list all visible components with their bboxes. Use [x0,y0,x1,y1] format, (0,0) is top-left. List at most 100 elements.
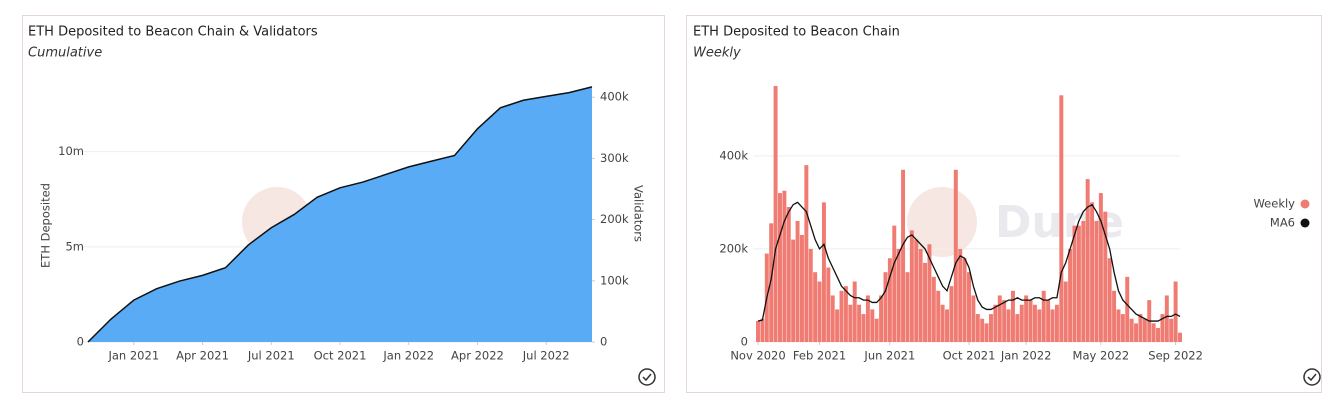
bar [1054,304,1059,342]
bar [905,272,910,342]
area-line [87,86,593,343]
bar [975,314,980,342]
bar [1085,179,1090,342]
y2-tick-label: 100k [600,273,629,287]
x-tick-label: Sep 2022 [1148,349,1203,363]
bar [1138,314,1143,342]
bar [887,258,892,342]
x-tick-label: Jan 2021 [107,349,159,363]
bar [1063,281,1068,342]
bar [756,321,760,342]
check-icon[interactable] [1303,368,1321,386]
bar [1072,225,1077,342]
bar [962,258,967,342]
y-tick-label: 0 [77,335,84,349]
bar [1010,290,1015,342]
bar [1107,258,1112,342]
bar [813,272,818,342]
y-tick-label: 400k [719,148,748,162]
legend-label: MA6 [1270,216,1295,230]
x-tick-label: Jan 2022 [1000,349,1052,363]
bar [993,304,998,342]
x-tick-label: Apr 2022 [451,349,504,363]
bar [989,314,993,342]
y2-tick-label: 300k [600,151,629,165]
bar [778,193,782,342]
bar [892,225,897,342]
bar [1046,300,1051,342]
y-tick-label: 200k [719,241,748,255]
bar [931,276,936,342]
bar [1019,304,1024,342]
bar [1076,225,1081,342]
area [88,86,592,342]
bar [927,244,932,342]
bar [1098,193,1103,342]
bar [1103,211,1108,342]
bar [799,234,804,342]
x-tick-label: Nov 2020 [730,349,785,363]
bar [945,309,949,342]
bar [1068,248,1073,342]
bar [821,202,826,342]
bar [1032,304,1037,342]
bar [1050,309,1055,342]
check-icon[interactable] [638,368,656,386]
bar [953,169,958,342]
bar [984,323,989,342]
chart-title: ETH Deposited to Beacon Chain & Validato… [28,25,318,40]
bar [1059,95,1064,343]
y-tick-label: 5m [65,239,84,253]
legend-swatch [1300,199,1310,209]
chart-subtitle: Weekly [693,46,741,61]
bar [1002,300,1007,342]
bar [936,290,941,342]
bar [1028,300,1033,342]
bar [795,220,800,342]
bar [1160,314,1165,342]
bar [896,248,901,342]
legend-swatch [1300,218,1310,228]
bar [769,223,774,342]
bar [1129,318,1134,342]
bar [1173,281,1178,342]
x-tick-label: Oct 2021 [943,349,996,363]
bar [1120,314,1125,342]
bar [1041,290,1046,342]
bar [791,239,796,342]
chart-subtitle: Cumulative [28,46,102,61]
y2-tick-label: 200k [600,212,629,226]
bar [852,281,857,342]
bar [1024,295,1029,342]
bar [879,295,884,342]
y2-tick-label: 0 [600,335,607,349]
bar [980,318,985,342]
x-tick-label: May 2022 [1073,349,1130,363]
bar [971,295,976,342]
bar [839,290,844,342]
bar [1151,323,1156,342]
bar [857,304,862,342]
bar [1169,318,1174,342]
bar [967,272,971,342]
bar [909,230,914,342]
x-tick-label: Oct 2021 [314,349,367,363]
bar [1037,309,1042,342]
bar [782,190,787,342]
bar [835,309,840,342]
bar [773,86,778,342]
bar [914,239,919,342]
bar [1116,309,1121,342]
x-tick-label: Apr 2021 [176,349,229,363]
bar [1164,295,1169,342]
x-tick-label: Jun 2021 [863,349,915,363]
bar [1112,290,1117,342]
bar [874,318,879,342]
bar [865,295,870,342]
bar [1015,314,1020,342]
bar [830,295,835,342]
x-tick-label: Jul 2022 [522,349,570,363]
x-tick-label: Jul 2021 [247,349,295,363]
bar [949,286,954,342]
